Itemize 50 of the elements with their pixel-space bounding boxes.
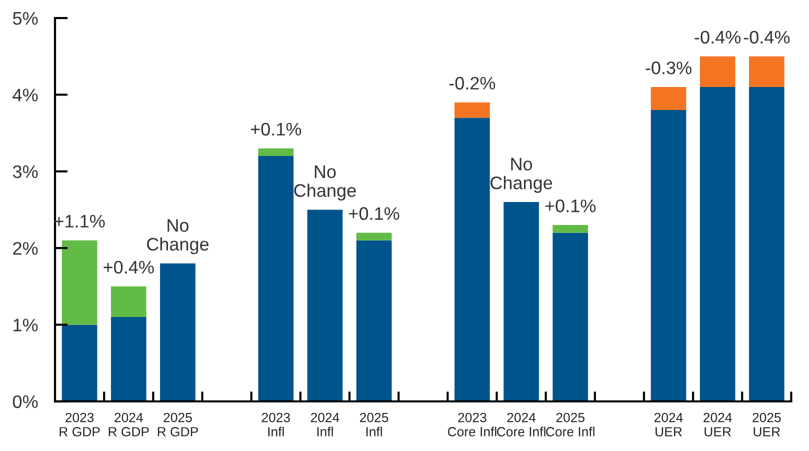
bar <box>504 202 539 402</box>
bar <box>650 110 686 402</box>
y-tick-label: 3% <box>12 165 38 178</box>
bar <box>110 317 146 402</box>
bar <box>356 240 392 402</box>
data-label: No Change <box>147 219 209 254</box>
bar <box>62 324 98 402</box>
bar <box>650 87 686 110</box>
data-label: +0.1% <box>250 122 302 136</box>
bar <box>454 102 490 118</box>
bar <box>62 240 98 325</box>
bar <box>307 210 343 402</box>
bar <box>160 263 196 402</box>
data-label: -0.3% <box>646 61 692 74</box>
data-label: +0.1% <box>349 207 400 220</box>
x-tick-label: 2025 R GDP <box>158 412 198 436</box>
y-tick-label: 0% <box>12 395 38 408</box>
x-tick-label: 2024 UER <box>704 412 732 436</box>
y-tick-label: 5% <box>12 12 38 25</box>
data-label: +0.4% <box>104 260 154 274</box>
data-label: -0.2% <box>449 76 496 90</box>
x-tick-label: 2025 Infl <box>360 412 388 436</box>
bar <box>258 148 294 156</box>
bar <box>748 87 784 402</box>
y-tick-label: 4% <box>12 88 38 102</box>
x-tick-label: 2024 UER <box>654 412 683 436</box>
y-tick-label: 1% <box>14 318 38 332</box>
x-tick-label: 2024 Infl <box>310 412 340 436</box>
x-tick-label: 2023 R GDP <box>60 412 100 436</box>
bar <box>356 232 392 240</box>
data-label: -0.4% <box>694 30 741 44</box>
bar <box>552 225 588 233</box>
x-tick-label: 2024 Core Infl <box>497 412 546 436</box>
data-label: -0.4% <box>744 30 790 44</box>
x-tick-label: 2025 UER <box>752 412 781 436</box>
x-tick-label: 2025 Core Infl <box>546 412 594 436</box>
x-tick-label: 2024 R GDP <box>108 412 149 436</box>
bar <box>454 118 490 402</box>
x-tick-label: 2023 Infl <box>262 412 290 436</box>
bar <box>552 232 588 402</box>
data-label: +0.1% <box>545 199 596 212</box>
x-tick-label: 2023 Core Infl <box>448 412 496 436</box>
bar <box>110 286 146 318</box>
bar <box>700 56 736 88</box>
data-label: No Change <box>490 158 552 193</box>
bar <box>748 56 784 88</box>
data-label: No Change <box>294 166 356 201</box>
y-tick-label: 2% <box>13 242 38 255</box>
bar <box>258 156 294 402</box>
bar <box>700 87 736 402</box>
